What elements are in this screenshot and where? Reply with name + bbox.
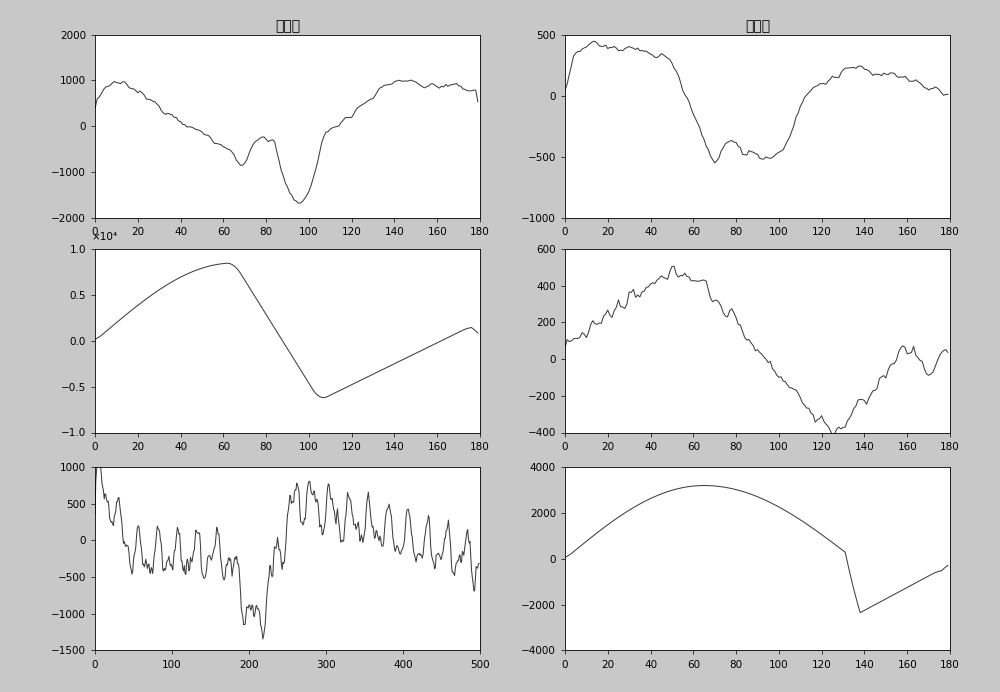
Title: 加速度: 加速度 (275, 19, 300, 33)
Text: ×10⁴: ×10⁴ (91, 232, 117, 242)
Title: 角速度: 角速度 (745, 19, 770, 33)
